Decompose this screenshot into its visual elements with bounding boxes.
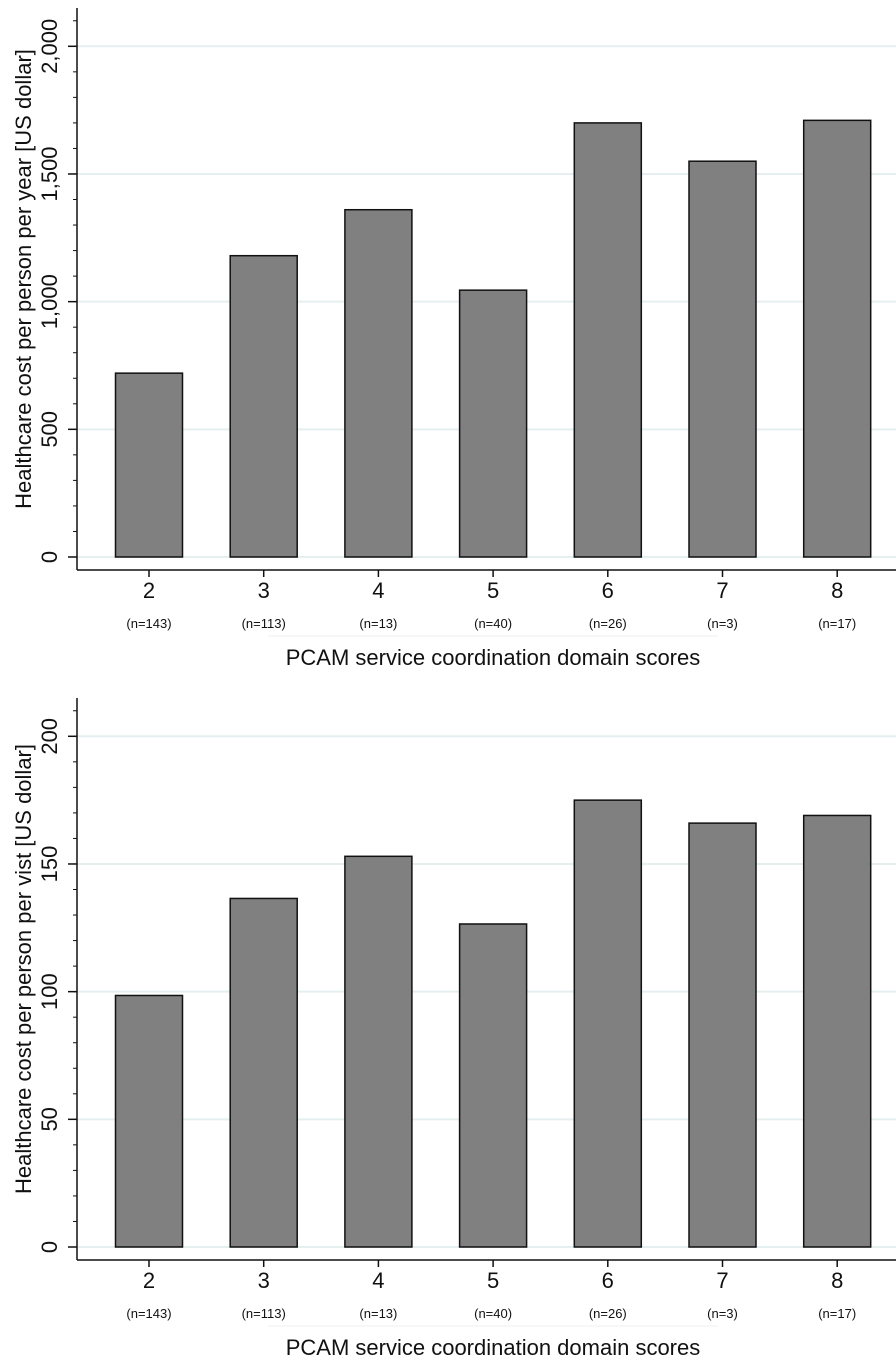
- bar-4: [344, 855, 413, 1248]
- sample-size-label: (n=3): [707, 1306, 738, 1321]
- x-tick-label: 6: [602, 578, 614, 603]
- bar-5: [458, 289, 528, 558]
- bar-5: [458, 923, 528, 1248]
- bar-6: [573, 122, 643, 558]
- sample-size-label: (n=26): [589, 1306, 627, 1321]
- y-tick-label: 50: [37, 1107, 62, 1131]
- bar-3: [229, 254, 298, 558]
- x-tick-label: 7: [716, 1268, 728, 1293]
- sample-size-label: (n=3): [707, 616, 738, 631]
- sample-size-label: (n=143): [126, 616, 171, 631]
- bar-6: [573, 799, 643, 1248]
- sample-size-label: (n=13): [359, 1306, 397, 1321]
- x-tick-label: 6: [602, 1268, 614, 1293]
- y-tick-label: 2,000: [37, 19, 62, 74]
- bar-7: [688, 160, 757, 558]
- bar-2: [114, 372, 184, 558]
- y-tick-label: 100: [37, 973, 62, 1010]
- sample-size-label: (n=13): [359, 616, 397, 631]
- x-tick-label: 4: [372, 578, 384, 603]
- x-tick-label: 3: [258, 1268, 270, 1293]
- x-tick-label: 5: [487, 578, 499, 603]
- y-tick-label: 1,500: [37, 146, 62, 201]
- x-tick-label: 3: [258, 578, 270, 603]
- cost-per-visit-chart: 0 50 100 150 200 2 (n=143) 3 (n=113) 4 (n=13) 5 (n=4…: [11, 698, 896, 1360]
- x-tick-label: 2: [143, 1268, 155, 1293]
- bar-8: [802, 814, 872, 1248]
- bar-2: [114, 994, 184, 1248]
- sample-size-label: (n=113): [242, 1306, 286, 1321]
- y-tick-label: 150: [37, 846, 62, 883]
- sample-size-label: (n=40): [474, 1306, 512, 1321]
- x-axis-title: PCAM service coordination domain scores: [286, 1335, 701, 1360]
- x-axis-title: PCAM service coordination domain scores: [286, 645, 701, 670]
- cost-per-year-chart: 0 500 1,000 1,500 2,000 2 (n=143) 3 (n=113) 4 (n=1…: [11, 8, 896, 670]
- x-tick-label: 7: [716, 578, 728, 603]
- x-tick-label: 2: [143, 578, 155, 603]
- x-tick-label: 4: [372, 1268, 384, 1293]
- y-axis-title: Healthcare cost per person per year [US …: [11, 49, 36, 509]
- bar-4: [344, 208, 413, 558]
- y-tick-label: 1,000: [37, 274, 62, 329]
- x-tick-label: 8: [831, 578, 843, 603]
- y-axis-title: Healthcare cost per person per vist [US …: [11, 744, 36, 1194]
- y-tick-label: 200: [37, 718, 62, 755]
- y-tick-label: 500: [37, 411, 62, 448]
- sample-size-label: (n=26): [589, 616, 627, 631]
- y-tick-label: 0: [37, 551, 62, 563]
- bar-8: [802, 119, 872, 558]
- sample-size-label: (n=40): [474, 616, 512, 631]
- bar-3: [229, 897, 298, 1248]
- sample-size-label: (n=113): [242, 616, 286, 631]
- y-tick-label: 0: [37, 1241, 62, 1253]
- bar-7: [688, 822, 757, 1248]
- x-tick-label: 8: [831, 1268, 843, 1293]
- sample-size-label: (n=17): [818, 1306, 856, 1321]
- sample-size-label: (n=17): [818, 616, 856, 631]
- x-tick-label: 5: [487, 1268, 499, 1293]
- sample-size-label: (n=143): [126, 1306, 171, 1321]
